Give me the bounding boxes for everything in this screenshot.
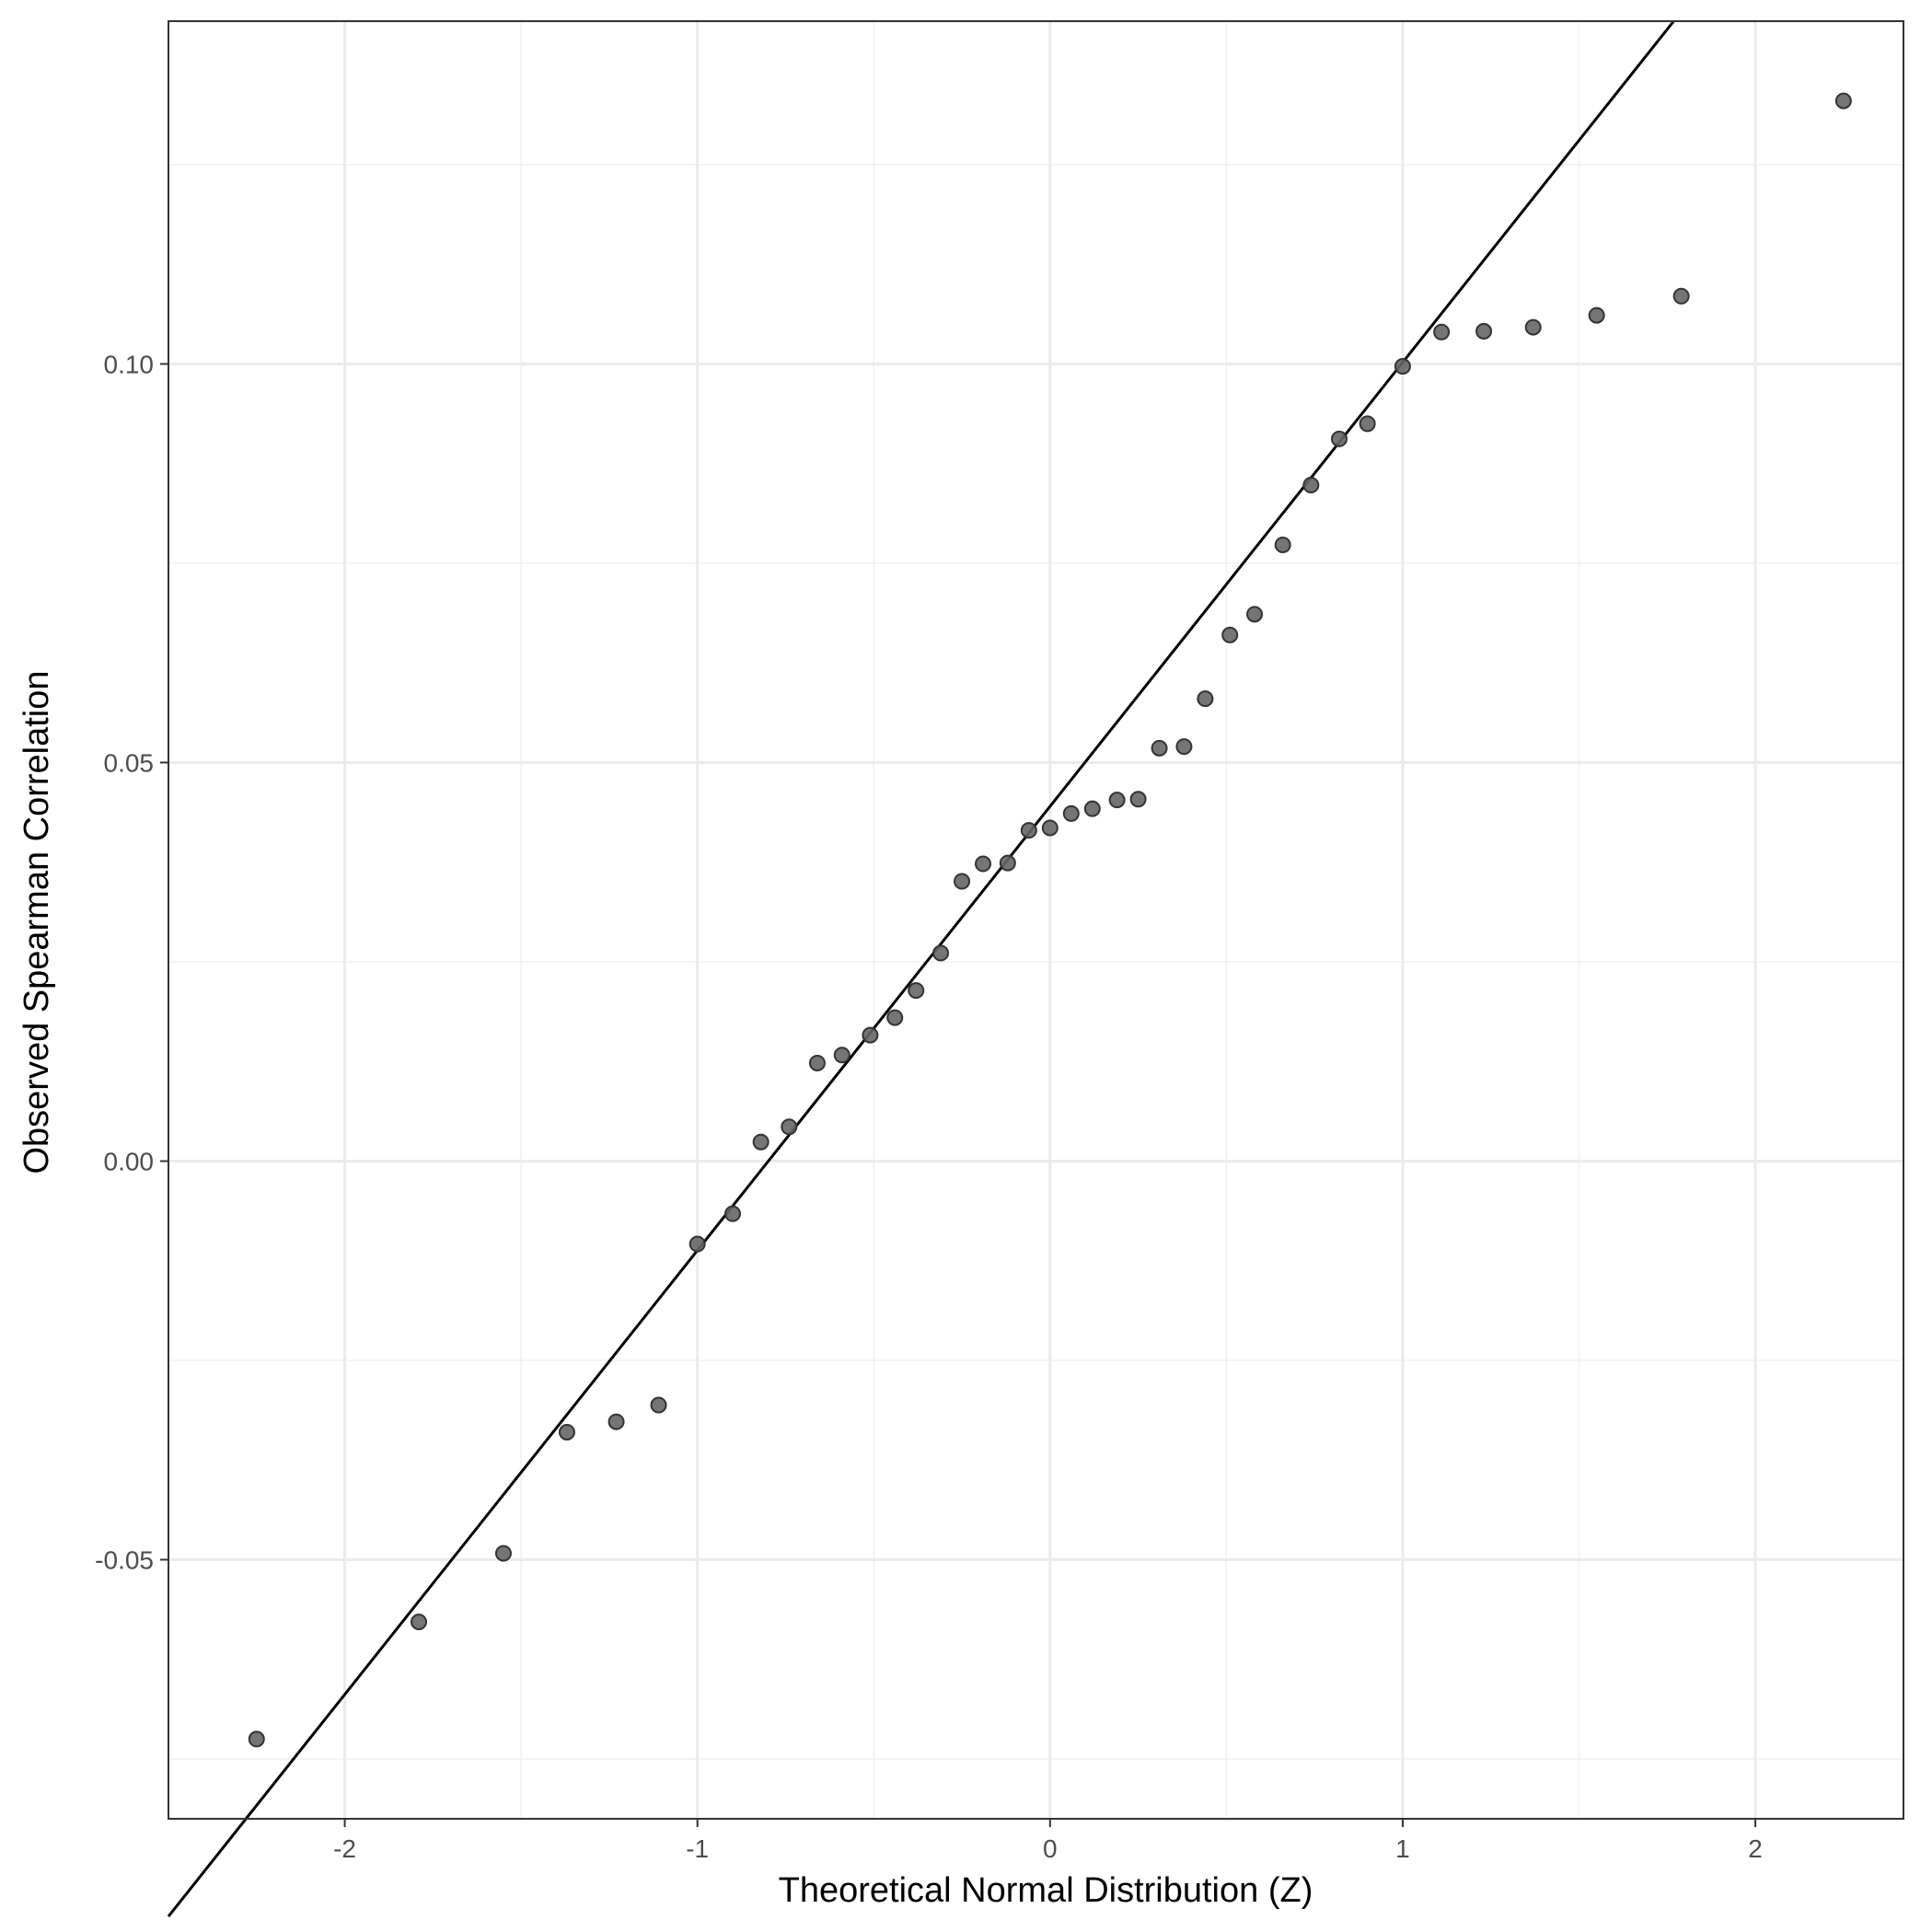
data-point [558,1423,575,1440]
data-point [1274,537,1291,554]
y-tick-label: -0.05 [95,1546,154,1575]
data-point [1062,804,1080,822]
data-point [607,1413,625,1430]
data-point [1330,430,1348,447]
panel-border [168,20,1904,1820]
data-point [1041,819,1059,837]
data-point [808,1054,826,1071]
data-point [1221,626,1239,643]
data-point [1246,606,1264,623]
data-point [1020,822,1037,839]
y-tick-label: 0.10 [104,350,155,378]
data-point [1108,792,1126,809]
data-point [999,854,1016,872]
data-point [494,1544,512,1562]
data-point [862,1026,879,1044]
data-point [1083,800,1101,817]
data-points [248,92,1852,1748]
data-point [833,1047,850,1064]
x-tick-label: 0 [1043,1834,1058,1863]
data-point [688,1235,706,1253]
y-axis-ticks: -0.05 0.00 0.05 0.10 [95,350,168,1575]
y-tick-label: 0.05 [104,748,155,777]
data-point [781,1118,798,1136]
x-axis-ticks: -2 -1 0 1 2 [333,1819,1763,1863]
major-grid [168,21,1903,1819]
data-point [1394,358,1411,376]
data-point [1588,307,1605,324]
data-point [1524,318,1542,336]
data-point [1129,791,1147,808]
data-point [1672,287,1690,305]
data-point [1359,415,1376,433]
x-tick-label: -1 [686,1834,709,1863]
data-point [1433,323,1451,341]
data-point [1834,92,1852,110]
x-tick-label: 2 [1748,1834,1763,1863]
data-point [1175,738,1193,756]
data-point [1302,477,1320,494]
data-point [975,855,992,873]
y-tick-label: 0.00 [104,1147,155,1175]
x-tick-label: 1 [1395,1834,1410,1863]
data-point [248,1730,265,1748]
data-point [1475,322,1493,340]
data-point [1151,739,1168,757]
data-point [1197,690,1214,708]
data-point [411,1614,428,1631]
reference-line-group [167,20,1675,1918]
data-point [908,982,925,1000]
data-point [932,944,950,962]
data-point [954,873,971,890]
minor-grid [168,21,1903,1819]
data-point [724,1205,742,1222]
data-point [886,1009,904,1026]
x-axis-title: Theoretical Normal Distribution (Z) [779,1871,1313,1910]
data-point [752,1133,769,1151]
x-tick-label: -2 [333,1834,356,1863]
y-axis-title: Observed Spearman Correlation [17,670,56,1174]
data-point [650,1396,667,1414]
reference-line [167,20,1675,1918]
